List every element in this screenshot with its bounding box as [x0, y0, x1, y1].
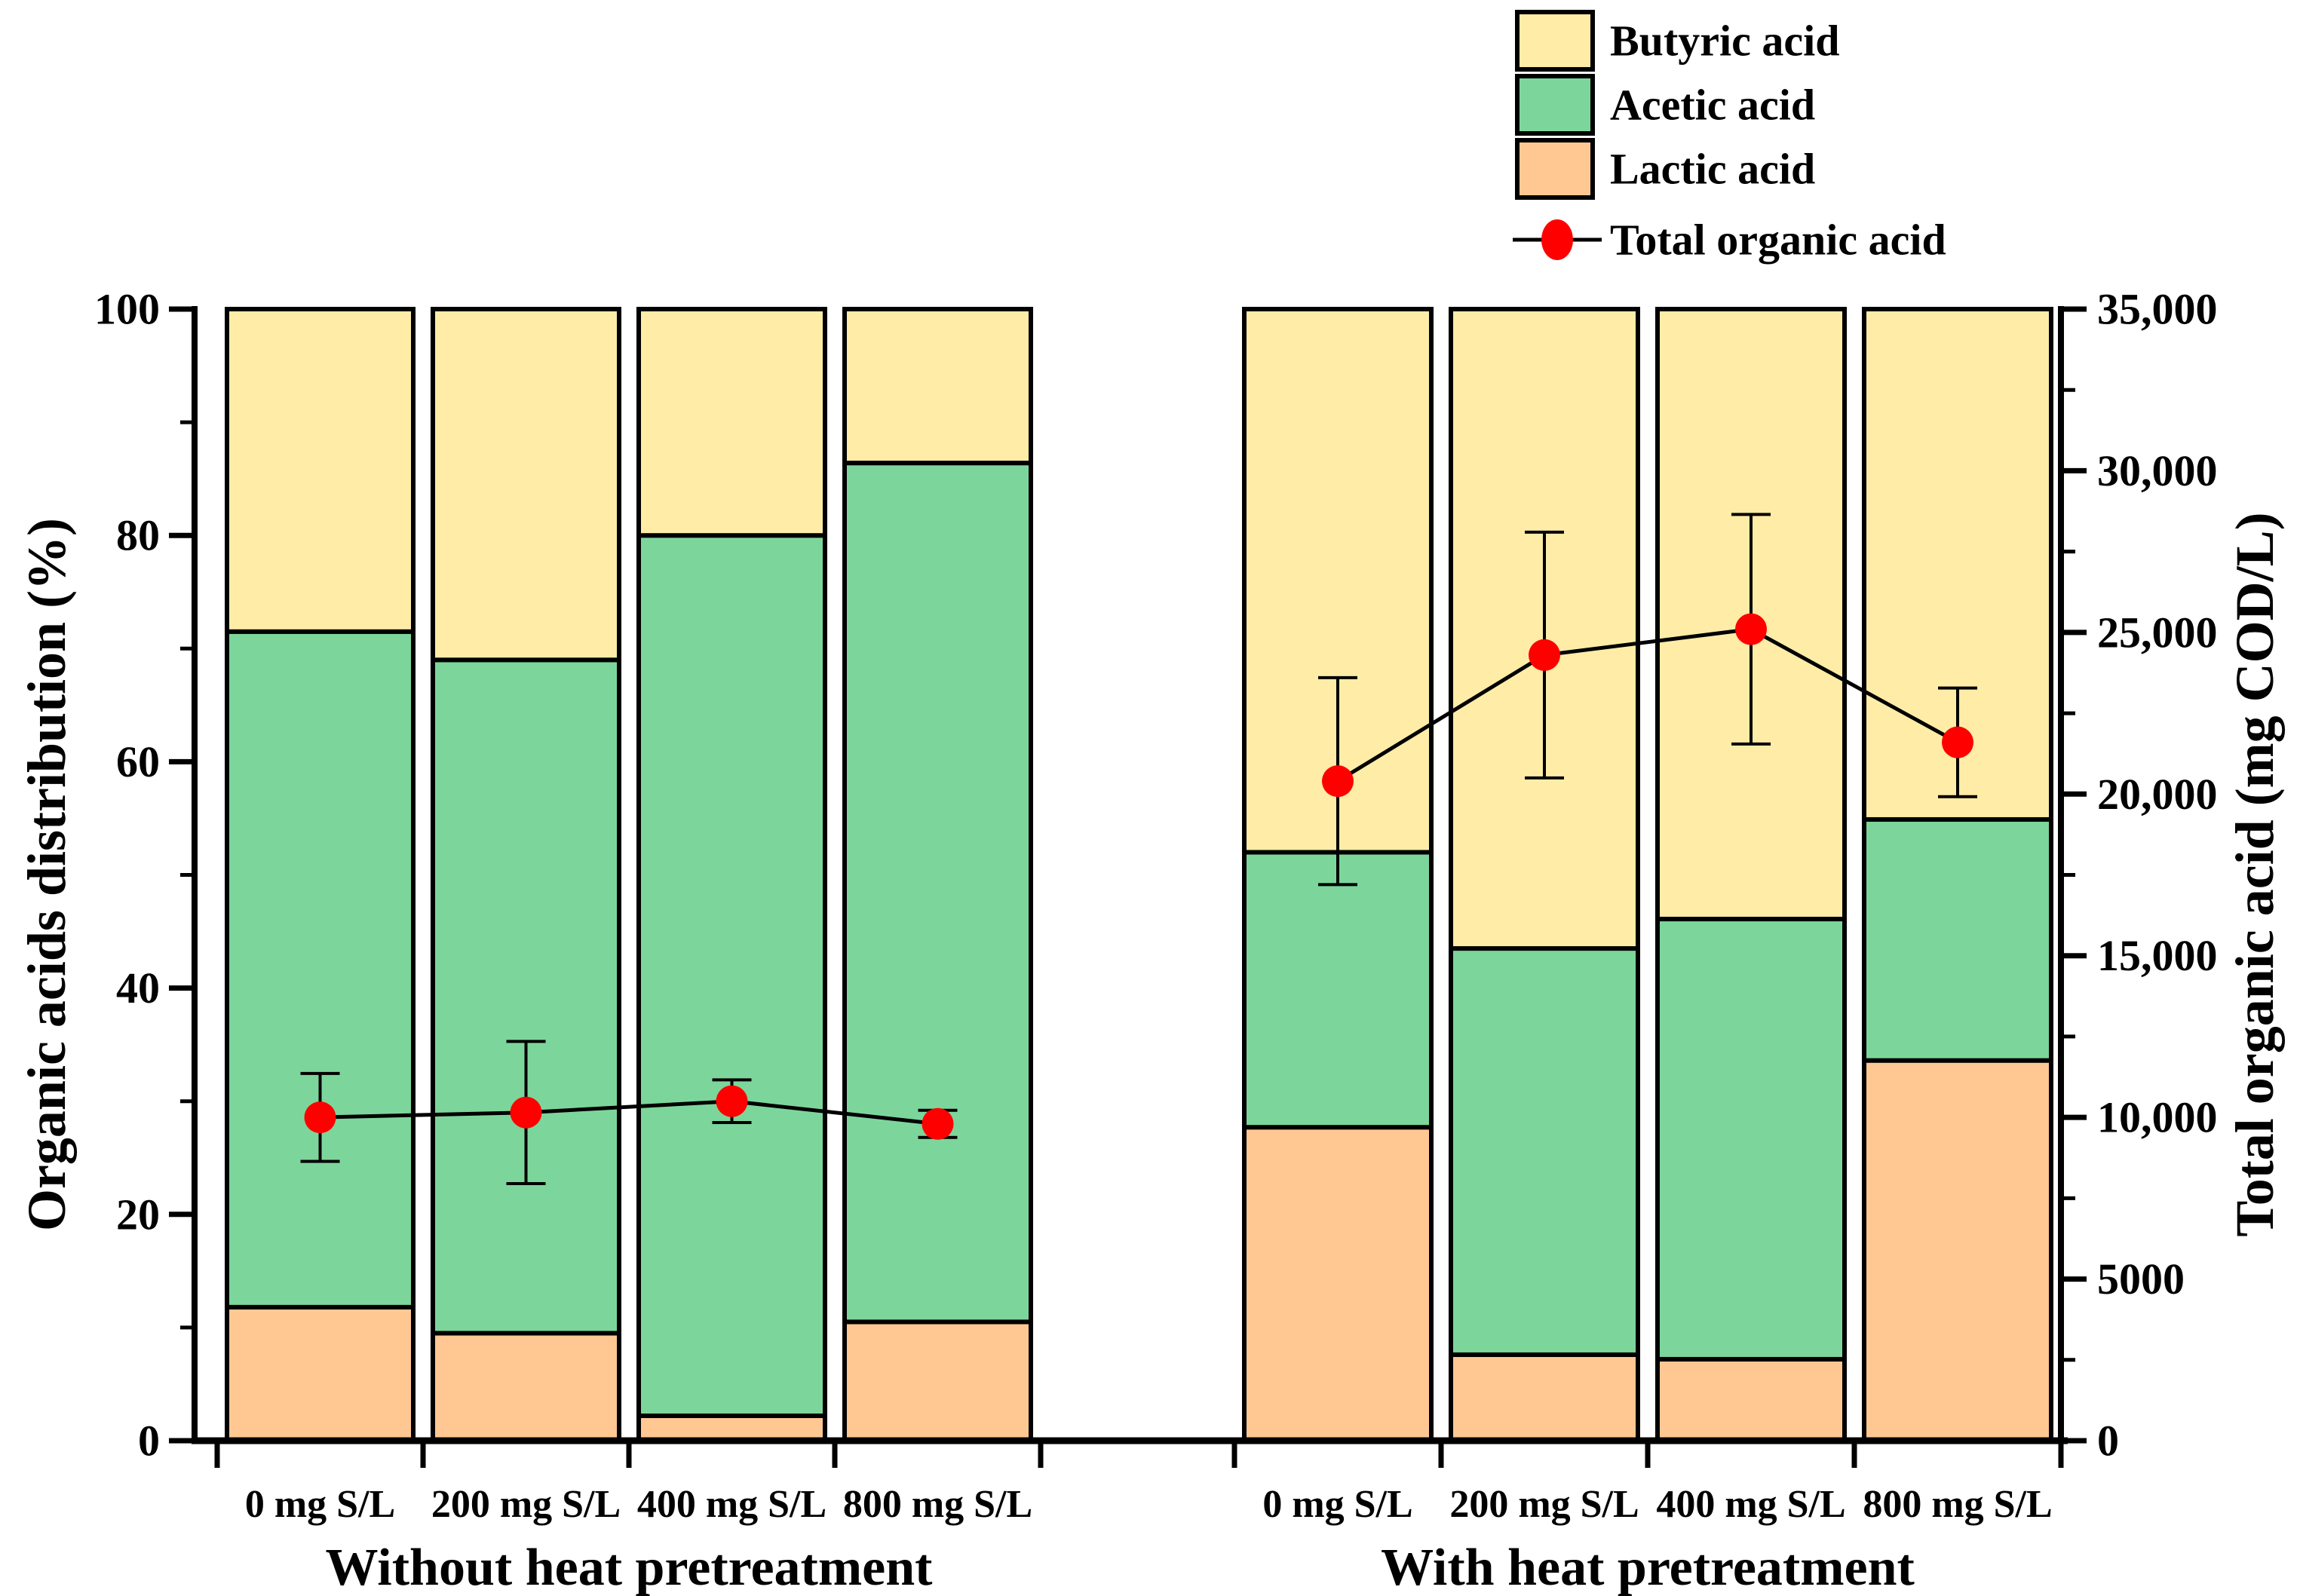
bar-segment-acetic-g1-c1	[225, 629, 416, 1310]
y-axis-right-title: Total organic acid (mg COD/L)	[2225, 512, 2285, 1236]
total-marker	[1529, 639, 1560, 671]
y-left-tick-label: 80	[116, 511, 160, 560]
bar-segment-acetic-g2-c1	[1242, 850, 1434, 1130]
y-left-tick-label: 100	[94, 285, 160, 334]
y-axis-left-title: Organic acids distribution (%)	[17, 518, 77, 1231]
y-left-tick-label: 60	[116, 737, 160, 786]
bar-segment-acetic-g2-c4	[1862, 816, 2053, 1063]
y-right-tick-label: 0	[2097, 1417, 2119, 1466]
bar-segment-lactic-g2-c3	[1655, 1356, 1847, 1443]
bar-segment-butyric-g1-c4	[842, 307, 1033, 466]
legend-swatch-butyric	[1515, 10, 1595, 72]
total-marker	[304, 1101, 336, 1134]
legend-label-2: Acetic acid	[1610, 81, 1815, 130]
y-right-tick-label: 30,000	[2097, 446, 2218, 495]
category-label: 0 mg S/L	[245, 1483, 395, 1526]
category-label: 400 mg S/L	[637, 1483, 826, 1526]
y-right-tick-label: 10,000	[2097, 1093, 2218, 1142]
legend-swatch-acetic	[1515, 74, 1595, 136]
bar-segment-acetic-g1-c3	[636, 533, 827, 1418]
category-label: 200 mg S/L	[1449, 1483, 1639, 1526]
legend-swatch-lactic	[1515, 138, 1595, 200]
y-right-tick-label: 25,000	[2097, 608, 2218, 657]
bar-segment-lactic-g2-c1	[1242, 1125, 1434, 1444]
bar-segment-acetic-g2-c3	[1655, 917, 1847, 1362]
bar-segment-lactic-g1-c2	[431, 1331, 621, 1444]
total-organic-acid-line-g2	[1336, 626, 1959, 783]
category-label: 800 mg S/L	[1863, 1483, 2052, 1526]
bar-segment-lactic-g1-c4	[842, 1319, 1033, 1444]
y-left-tick-label: 20	[116, 1190, 160, 1239]
total-organic-acid-line-g1	[320, 1099, 938, 1126]
total-marker	[1735, 613, 1767, 645]
legend-label-4: Total organic acid	[1610, 216, 1946, 265]
total-marker	[922, 1107, 954, 1140]
y-left-tick-label: 0	[138, 1417, 160, 1466]
y-left-tick-label: 40	[116, 963, 160, 1012]
bar-segment-acetic-g2-c2	[1449, 946, 1640, 1357]
y-right-tick-label: 5000	[2097, 1254, 2185, 1303]
bar-segment-butyric-g1-c3	[636, 307, 827, 538]
category-label: 800 mg S/L	[843, 1483, 1032, 1526]
bar-segment-lactic-g1-c3	[636, 1413, 827, 1444]
category-label: 200 mg S/L	[431, 1483, 621, 1526]
group-label: With heat pretreatment	[1381, 1539, 1915, 1596]
legend	[1513, 10, 1602, 260]
bar-segment-lactic-g2-c4	[1862, 1058, 2053, 1443]
y-right-tick-label: 20,000	[2097, 770, 2218, 819]
total-marker	[1942, 726, 1973, 758]
legend-marker-circle	[1541, 219, 1573, 260]
category-label: 400 mg S/L	[1656, 1483, 1845, 1526]
bar-segment-butyric-g1-c2	[431, 307, 621, 663]
total-marker	[1322, 765, 1354, 798]
y-right-tick-label: 35,000	[2097, 285, 2218, 334]
total-marker	[510, 1096, 542, 1129]
legend-label-1: Butyric acid	[1610, 17, 1839, 66]
group-label: Without heat pretreatment	[326, 1539, 933, 1596]
bar-segment-butyric-g1-c1	[225, 307, 416, 634]
bar-segment-acetic-g1-c4	[842, 461, 1033, 1325]
y-right-tick-label: 15,000	[2097, 931, 2218, 980]
total-marker	[716, 1085, 748, 1117]
bar-segment-lactic-g1-c1	[225, 1304, 416, 1443]
bar-segment-lactic-g2-c2	[1449, 1352, 1640, 1443]
category-label: 0 mg S/L	[1262, 1483, 1412, 1526]
bar-segment-acetic-g1-c2	[431, 657, 621, 1336]
legend-label-3: Lactic acid	[1610, 145, 1815, 194]
